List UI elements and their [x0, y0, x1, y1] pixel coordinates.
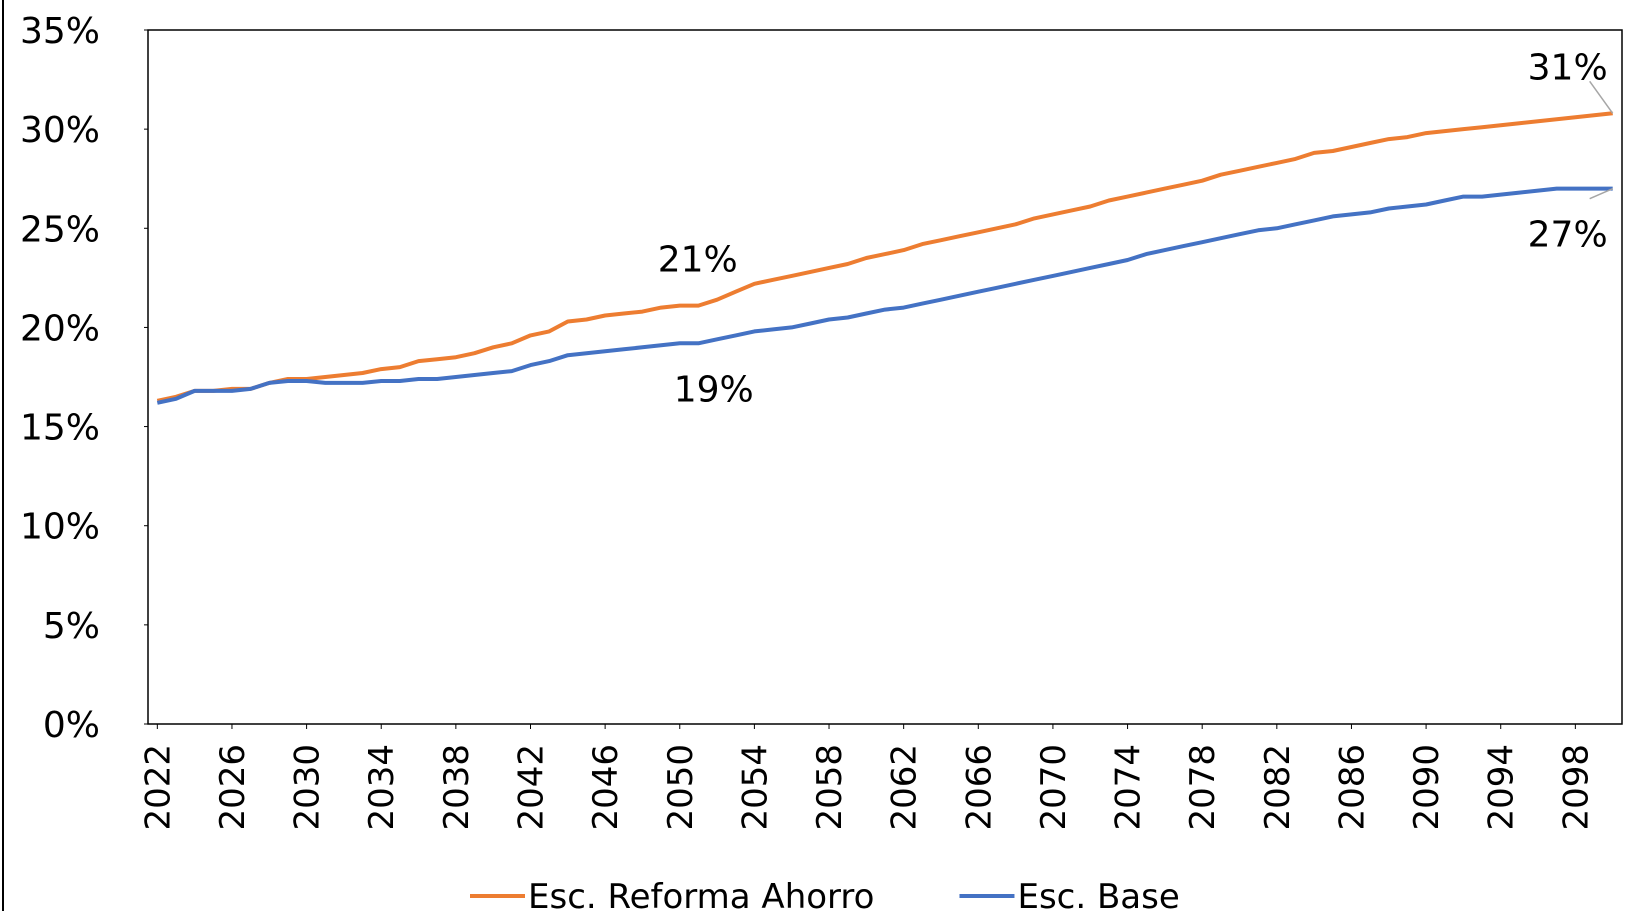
x-tick-label: 2022	[138, 744, 178, 831]
x-tick-label: 2090	[1407, 744, 1447, 831]
x-tick-label: 2078	[1183, 744, 1223, 831]
x-tick-label: 2042	[511, 744, 551, 831]
x-tick-label: 2030	[288, 744, 328, 831]
data-label: 19%	[674, 369, 754, 410]
x-tick-label: 2038	[437, 744, 477, 831]
x-tick-label: 2046	[586, 744, 626, 831]
x-tick-label: 2086	[1332, 744, 1372, 831]
y-tick-label: 0%	[43, 705, 100, 746]
y-tick-label: 15%	[20, 408, 100, 449]
data-label: 31%	[1528, 47, 1608, 88]
y-tick-label: 5%	[43, 606, 100, 647]
y-tick-label: 20%	[20, 308, 100, 349]
x-tick-label: 2026	[213, 744, 253, 831]
data-label: 27%	[1528, 215, 1608, 256]
x-tick-label: 2074	[1109, 744, 1149, 831]
plot-area	[147, 29, 1623, 725]
y-tick-label: 10%	[20, 507, 100, 548]
x-tick-label: 2098	[1556, 744, 1596, 831]
x-tick-label: 2034	[362, 744, 402, 831]
x-tick-label: 2050	[661, 744, 701, 831]
legend-label: Esc. Reforma Ahorro	[528, 877, 874, 911]
x-tick-label: 2054	[735, 744, 775, 831]
label-leader	[1589, 187, 1613, 200]
x-tick-label: 2066	[959, 744, 999, 831]
legend-label: Esc. Base	[1017, 877, 1179, 911]
x-tick-label: 2082	[1258, 744, 1298, 831]
x-tick-label: 2058	[810, 744, 850, 831]
y-tick-label: 25%	[20, 209, 100, 250]
x-tick-label: 2070	[1034, 744, 1074, 831]
label-leader	[1589, 80, 1614, 114]
series-line	[156, 111, 1613, 403]
x-tick-label: 2062	[885, 744, 925, 831]
y-tick-label: 35%	[20, 11, 100, 52]
data-label: 21%	[658, 240, 738, 281]
series-line	[156, 186, 1613, 405]
x-tick-label: 2094	[1482, 744, 1522, 831]
y-tick-label: 30%	[20, 110, 100, 151]
